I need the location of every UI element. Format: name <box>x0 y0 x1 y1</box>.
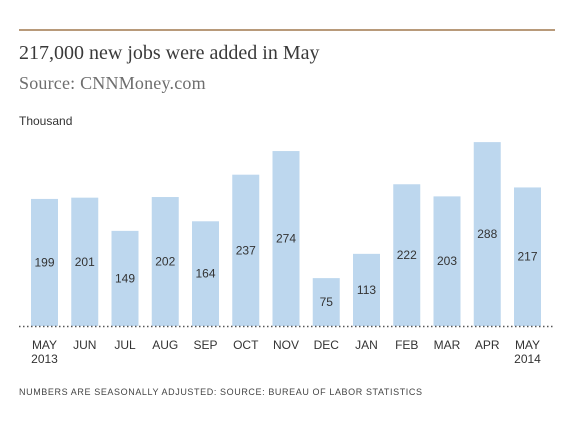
bar-value-label: 288 <box>477 227 497 241</box>
bar <box>272 151 300 326</box>
bar-value-label: 237 <box>236 243 256 257</box>
bar <box>151 197 179 326</box>
bar <box>232 174 260 326</box>
bar <box>312 278 340 326</box>
x-tick-year-label: 2014 <box>514 352 541 366</box>
bar-value-label: 75 <box>320 295 334 309</box>
bar-value-label: 202 <box>155 255 175 269</box>
bar <box>514 187 541 326</box>
x-tick-label: JUL <box>114 338 136 352</box>
x-tick-label: DEC <box>314 338 340 352</box>
x-tick-label: OCT <box>233 338 259 352</box>
bar-value-label: 201 <box>75 255 95 269</box>
x-tick-label: JAN <box>355 338 378 352</box>
x-tick-year-label: 2013 <box>31 352 58 366</box>
bar <box>192 221 219 326</box>
x-tick-label: MAY <box>32 338 57 352</box>
bar <box>393 184 421 326</box>
y-axis-unit-label: Thousand <box>19 114 73 128</box>
x-tick-label: SEP <box>193 338 217 352</box>
bar-value-label: 203 <box>437 254 457 268</box>
x-tick-label: FEB <box>395 338 418 352</box>
bar-value-label: 217 <box>517 250 537 264</box>
top-rule <box>19 29 555 31</box>
x-tick-label: JUN <box>73 338 96 352</box>
x-tick-label: MAY <box>515 338 540 352</box>
footnote: NUMBERS ARE SEASONALLY ADJUSTED: SOURCE:… <box>19 387 423 397</box>
bar <box>31 198 58 326</box>
bar <box>473 142 501 326</box>
chart-title: 217,000 new jobs were added in May <box>19 42 320 64</box>
bar-value-label: 222 <box>397 248 417 262</box>
bar <box>433 196 461 326</box>
bar-value-label: 149 <box>115 271 135 285</box>
bar <box>353 253 380 326</box>
bar-value-label: 113 <box>357 283 376 297</box>
bar-value-label: 274 <box>276 232 296 246</box>
x-tick-label: NOV <box>273 338 299 352</box>
bar <box>111 230 139 326</box>
bar-value-label: 164 <box>195 267 215 281</box>
x-tick-label: APR <box>475 338 500 352</box>
x-tick-label: AUG <box>152 338 178 352</box>
bar <box>71 197 99 326</box>
chart-source: Source: CNNMoney.com <box>19 73 206 93</box>
x-tick-label: MAR <box>434 338 461 352</box>
bar-value-label: 199 <box>34 255 54 269</box>
